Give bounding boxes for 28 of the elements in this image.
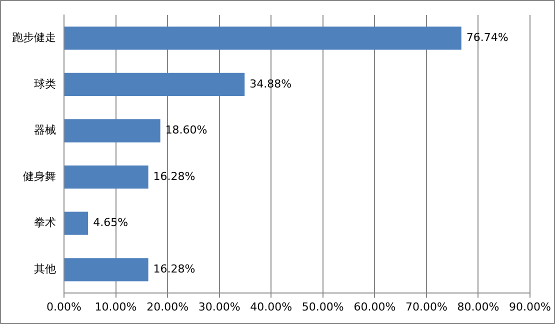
y-tick-label: 球类 [34,77,56,90]
x-tick-label: 80.00% [457,300,500,314]
y-tick-label: 其他 [34,262,56,276]
x-tick-label: 10.00% [94,300,137,314]
bar [64,165,148,189]
bar [64,258,148,282]
x-tick-label: 30.00% [198,300,240,314]
data-label: 34.88% [250,77,292,90]
data-label: 18.60% [165,124,208,137]
x-tick-label: 60.00% [354,300,396,314]
y-tick-label: 器械 [34,124,56,137]
data-label: 16.28% [153,262,196,276]
bar [64,212,88,235]
data-label: 76.74% [466,31,508,44]
x-tick-label: 90.00% [509,300,552,314]
y-tick-label: 跑步健走 [12,31,56,44]
bar [64,119,160,142]
x-tick-label: 70.00% [405,300,448,314]
data-label: 4.65% [93,216,128,230]
y-tick-label: 拳术 [34,216,56,230]
bar [64,26,462,50]
y-tick-label: 健身舞 [23,170,56,183]
x-tick-label: 20.00% [146,300,189,314]
x-tick-label: 0.00% [46,300,82,314]
bar [64,72,245,96]
x-tick-label: 40.00% [250,300,292,314]
x-tick-label: 50.00% [302,300,344,314]
data-label: 16.28% [153,170,196,183]
